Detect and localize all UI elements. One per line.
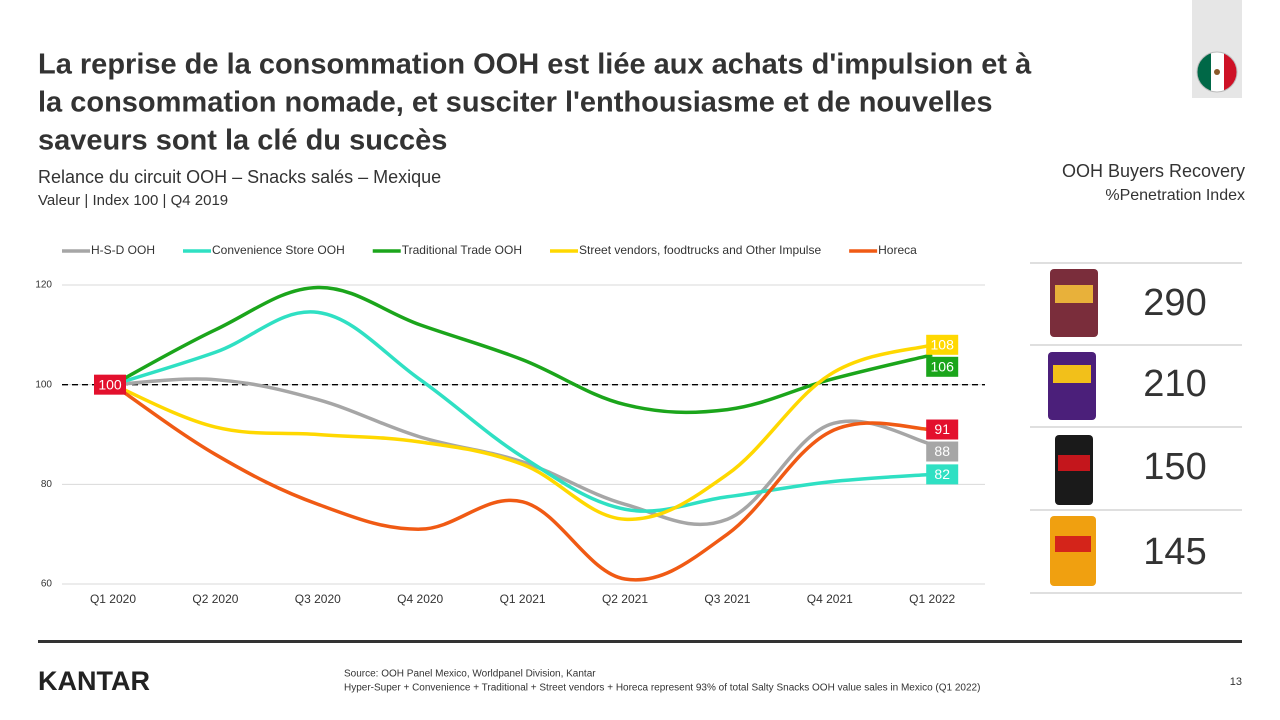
series-line [112, 310, 933, 513]
series-line [112, 383, 933, 582]
data-label: 108 [931, 337, 955, 353]
subtitle: Relance du circuit OOH – Snacks salés – … [38, 167, 441, 187]
panel-value: 290 [1143, 282, 1206, 324]
panel-value: 145 [1143, 531, 1206, 573]
legend-label: Convenience Store OOH [212, 243, 345, 257]
x-tick-label: Q1 2020 [90, 592, 136, 606]
data-label-box [94, 374, 126, 395]
data-label: 91 [934, 421, 950, 437]
title-line: la consommation nomade, et susciter l'en… [38, 87, 993, 119]
panel-title: OOH Buyers Recovery [1062, 161, 1245, 181]
title-line: saveurs sont la clé du succès [38, 125, 447, 157]
source: Source: OOH Panel Mexico, Worldpanel Div… [344, 669, 596, 680]
data-label: 100 [98, 376, 122, 392]
legend-label: Street vendors, foodtrucks and Other Imp… [579, 243, 821, 257]
x-tick-label: Q2 2020 [192, 592, 238, 606]
x-tick-label: Q4 2020 [397, 592, 443, 606]
data-label-box [926, 419, 959, 440]
data-label-box [926, 464, 959, 485]
y-tick-label: 80 [41, 479, 53, 490]
panel-subtitle: %Penetration Index [1105, 187, 1245, 204]
logo: KANTAR [38, 666, 150, 696]
legend-label: Traditional Trade OOH [402, 243, 522, 257]
y-tick-label: 120 [35, 280, 52, 291]
data-label: 88 [934, 443, 950, 459]
subtitle: Valeur | Index 100 | Q4 2019 [38, 192, 228, 209]
series-line [112, 343, 933, 521]
product-images [1048, 269, 1098, 586]
x-tick-label: Q2 2021 [602, 592, 648, 606]
x-tick-label: Q3 2021 [704, 592, 750, 606]
panel-value: 210 [1143, 363, 1206, 405]
data-label-box [926, 441, 959, 462]
x-tick-label: Q4 2021 [807, 592, 853, 606]
title-line: La reprise de la consommation OOH est li… [38, 49, 1032, 81]
footer-rule [38, 640, 1242, 643]
data-label-box [926, 334, 959, 355]
data-label: 82 [934, 466, 950, 482]
series-line [112, 285, 933, 415]
data-labels: 88 82 106 108 100 91 [94, 334, 959, 485]
y-tick-label: 60 [41, 579, 53, 590]
y-tick-label: 100 [35, 379, 52, 390]
x-tick-label: Q1 2022 [909, 592, 955, 606]
page-number: 13 [1230, 676, 1242, 688]
x-tick-label: Q3 2020 [295, 592, 341, 606]
data-label-box [926, 356, 959, 377]
data-label: 106 [931, 359, 955, 375]
series-line [112, 377, 933, 527]
panel-value: 150 [1143, 446, 1206, 488]
x-tick-label: Q1 2021 [500, 592, 546, 606]
flag [1196, 51, 1238, 93]
legend-label: Horeca [878, 243, 917, 257]
note: Hyper-Super + Convenience + Traditional … [344, 683, 980, 694]
panel-dividers [1030, 262, 1242, 594]
legend-label: H-S-D OOH [91, 243, 155, 257]
chart: 60 80 100 120 Q1 2020 Q2 2020 Q3 2020 Q4 2020 Q1… [35, 243, 985, 606]
